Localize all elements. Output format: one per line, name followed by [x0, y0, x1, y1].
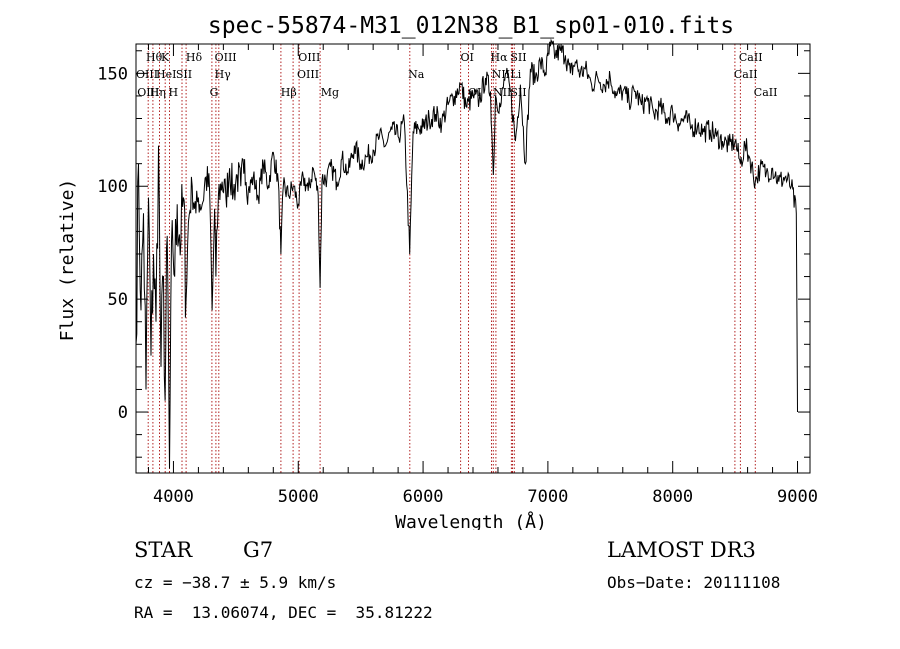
line-label: Hθ [146, 51, 163, 64]
chart-axes: 4000 5000 6000 7000 8000 9000 0 50 100 150 [97, 43, 818, 507]
line-label: OIII [298, 51, 320, 64]
line-label: CaII [739, 51, 763, 64]
observation-date: Obs−Date: 20111108 [607, 573, 781, 592]
line-label: NII [493, 86, 511, 99]
line-label: Hη [150, 86, 166, 99]
line-label: Hγ [215, 68, 232, 81]
x-tick-label: 6000 [403, 487, 444, 507]
line-label: Hδ [186, 51, 203, 64]
line-label: OIII [137, 86, 159, 99]
x-axis-label: Wavelength (Å) [395, 511, 547, 530]
line-label: Mg [321, 86, 339, 99]
line-label: OI [461, 51, 474, 64]
x-tick-label: 7000 [527, 487, 568, 507]
line-label: OIII [297, 68, 319, 81]
line-label: CaII [754, 86, 778, 99]
spectrum-series [135, 38, 798, 469]
line-label: H [169, 86, 179, 99]
line-label: CaII [734, 68, 758, 81]
survey-name: LAMOST DR3 [607, 538, 756, 562]
line-label: SII [176, 68, 192, 81]
y-tick-label: 50 [108, 290, 128, 310]
spectrum-line [135, 38, 798, 469]
chart-title: spec-55874-M31_012N38_B1_sp01-010.fits [208, 13, 734, 39]
line-label: Hβ [281, 86, 297, 99]
line-label: SII [510, 86, 526, 99]
line-label: Na [408, 68, 425, 81]
object-subclass: G7 [243, 538, 274, 562]
x-tick-label: 4000 [153, 487, 194, 507]
x-tick-label: 5000 [278, 487, 319, 507]
line-label: Hα [491, 51, 509, 64]
line-label: OIII [215, 51, 237, 64]
object-class: STAR [134, 538, 193, 562]
spectrum-chart: 4000 5000 6000 7000 8000 9000 0 50 100 150 HθK Hδ O… [57, 13, 818, 530]
line-label: HeI [156, 68, 176, 81]
radial-velocity: cz = −38.7 ± 5.9 km/s [134, 573, 337, 592]
plot-frame [135, 43, 811, 474]
line-label: OIII [136, 68, 158, 81]
line-label: SII [510, 51, 526, 64]
line-label: OI [468, 86, 481, 99]
y-tick-label: 0 [118, 403, 128, 423]
line-label: G [210, 86, 219, 99]
y-tick-label: 150 [97, 64, 128, 84]
sky-coordinates: RA = 13.06074, DEC = 35.81222 [134, 603, 433, 622]
line-label: Li [510, 68, 521, 81]
x-tick-label: 8000 [652, 487, 693, 507]
y-axis-label: Flux (relative) [57, 179, 78, 342]
x-tick-label: 9000 [777, 487, 818, 507]
y-tick-label: 100 [97, 177, 128, 197]
line-label: K [161, 51, 170, 64]
line-label: NII [492, 68, 510, 81]
